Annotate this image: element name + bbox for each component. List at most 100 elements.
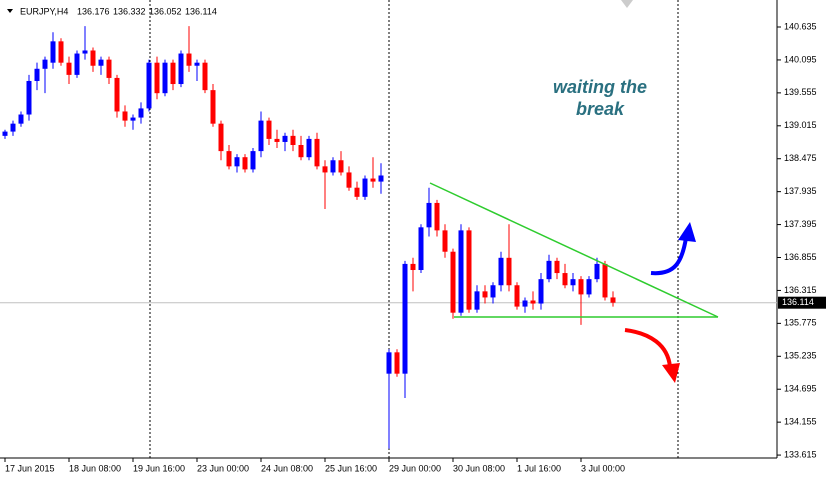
candle-body bbox=[402, 263, 408, 374]
candle-body bbox=[242, 157, 248, 170]
arrow-down bbox=[624, 328, 672, 368]
candle-body bbox=[330, 160, 336, 173]
candle-body bbox=[298, 145, 304, 158]
candle-body bbox=[90, 50, 96, 66]
symbol: EURJPY,H4 bbox=[20, 6, 68, 16]
annotation: waiting the bbox=[553, 77, 647, 97]
trend-line bbox=[429, 182, 719, 318]
candle-body bbox=[570, 279, 576, 286]
candle-body bbox=[178, 53, 184, 85]
triangle-pattern bbox=[429, 182, 719, 318]
candle-body bbox=[450, 251, 456, 313]
x-tick-label: 23 Jun 00:00 bbox=[197, 463, 249, 473]
x-tick-label: 25 Jun 16:00 bbox=[325, 463, 377, 473]
candle-body bbox=[18, 114, 24, 124]
arrow-head bbox=[678, 222, 696, 242]
candle-body bbox=[386, 352, 392, 374]
candle-body bbox=[458, 230, 464, 313]
y-tick-label: 137.935 bbox=[784, 186, 817, 196]
candle-body bbox=[58, 41, 64, 63]
candle-body bbox=[514, 285, 520, 307]
candle-body bbox=[610, 297, 616, 303]
candle-body bbox=[346, 172, 352, 188]
x-tick-label: 30 Jun 08:00 bbox=[453, 463, 505, 473]
candle-body bbox=[26, 80, 32, 115]
annotation: break bbox=[576, 99, 625, 119]
y-tick-label: 138.475 bbox=[784, 153, 817, 163]
candle-body bbox=[506, 257, 512, 286]
candle-body bbox=[66, 62, 72, 75]
y-tick-label: 133.615 bbox=[784, 449, 817, 459]
header-icon bbox=[7, 9, 13, 13]
header-value: 136.176 bbox=[77, 6, 110, 16]
candle-body bbox=[578, 279, 584, 295]
candle-body bbox=[162, 62, 168, 94]
candle-body bbox=[274, 138, 280, 142]
y-tick-label: 135.235 bbox=[784, 351, 817, 361]
candle-body bbox=[42, 59, 48, 69]
candle-body bbox=[546, 260, 552, 280]
candle-body bbox=[466, 230, 472, 310]
candle-body bbox=[442, 230, 448, 252]
candle-body bbox=[586, 279, 592, 295]
candle-body bbox=[250, 151, 256, 170]
x-tick-label: 3 Jul 00:00 bbox=[581, 463, 625, 473]
y-tick-label: 140.095 bbox=[784, 54, 817, 64]
candle-body bbox=[266, 120, 272, 139]
candle-body bbox=[370, 178, 376, 182]
candle-body bbox=[474, 291, 480, 310]
candle-body bbox=[562, 273, 568, 286]
candle-body bbox=[282, 135, 288, 142]
candle-body bbox=[98, 59, 104, 66]
candle-body bbox=[434, 202, 440, 231]
candle-body bbox=[146, 62, 152, 109]
candle-body bbox=[338, 160, 344, 173]
candle-body bbox=[154, 62, 160, 94]
candle-body bbox=[306, 138, 312, 158]
y-tick-label: 136.315 bbox=[784, 285, 817, 295]
candle-body bbox=[202, 62, 208, 91]
candle-body bbox=[226, 151, 232, 167]
candle-body bbox=[50, 41, 56, 63]
candle-body bbox=[82, 50, 88, 54]
header-value: 136.052 bbox=[149, 6, 182, 16]
x-tick-label: 17 Jun 2015 bbox=[5, 463, 55, 473]
price-label: 136.114 bbox=[782, 297, 814, 307]
candle-body bbox=[234, 157, 240, 167]
y-tick-label: 137.395 bbox=[784, 219, 817, 229]
x-tick-label: 29 Jun 00:00 bbox=[389, 463, 441, 473]
candle-body bbox=[210, 90, 216, 124]
candle-body bbox=[74, 53, 80, 75]
candle-body bbox=[482, 291, 488, 298]
price-label-box bbox=[778, 296, 826, 309]
candle-body bbox=[170, 62, 176, 85]
y-tick-label: 134.695 bbox=[784, 384, 817, 394]
candle-body bbox=[554, 260, 560, 274]
candle-body bbox=[10, 123, 16, 132]
candle-body bbox=[418, 227, 424, 271]
candle-body bbox=[354, 187, 360, 197]
candle-body bbox=[138, 108, 144, 118]
candle-body bbox=[106, 59, 112, 78]
x-tick-label: 19 Jun 16:00 bbox=[133, 463, 185, 473]
candle-body bbox=[602, 263, 608, 298]
candle-body bbox=[594, 263, 600, 280]
candle-body bbox=[490, 285, 496, 298]
y-tick-label: 140.635 bbox=[784, 21, 817, 31]
candle-body bbox=[290, 135, 296, 146]
candle-body bbox=[426, 202, 432, 228]
y-tick-label: 139.555 bbox=[784, 87, 817, 97]
scroll-marker bbox=[621, 0, 633, 8]
y-tick-label: 135.775 bbox=[784, 318, 817, 328]
candle-body bbox=[410, 263, 416, 271]
candle-body bbox=[114, 77, 120, 112]
candle-body bbox=[194, 62, 200, 66]
candle-body bbox=[394, 352, 400, 374]
x-tick-label: 24 Jun 08:00 bbox=[261, 463, 313, 473]
y-tick-label: 134.155 bbox=[784, 417, 817, 427]
x-tick-label: 18 Jun 08:00 bbox=[69, 463, 121, 473]
candle-body bbox=[498, 257, 504, 286]
candle-body bbox=[362, 178, 368, 197]
candle-body bbox=[122, 111, 128, 121]
